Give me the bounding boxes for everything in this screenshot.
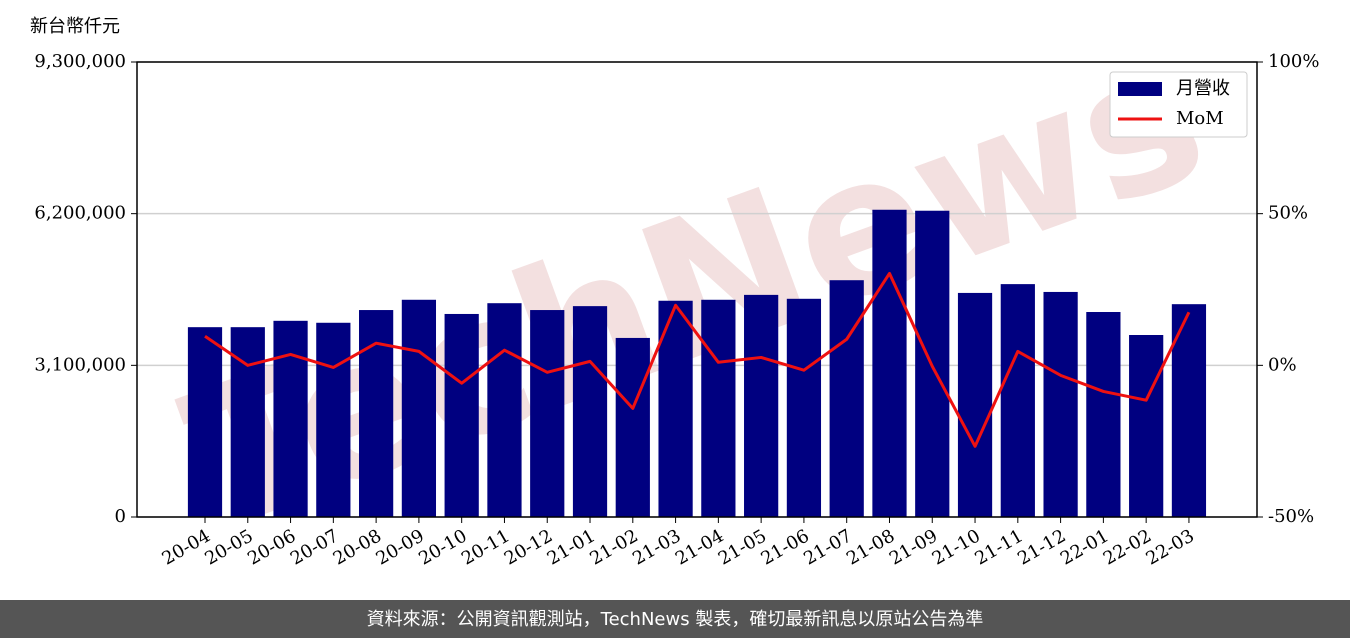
bar (401, 299, 437, 517)
y-tick-label: 0 (115, 506, 126, 527)
bar (615, 337, 650, 517)
line (204, 271, 1191, 448)
y-tick-label: 6,200,000 (34, 203, 126, 224)
y2-tick-label: 100% (1268, 51, 1319, 72)
bar (359, 310, 394, 517)
y-tick-label: 9,300,000 (34, 51, 126, 72)
bar (1171, 304, 1207, 517)
x-tick-label: 22-02 (1100, 525, 1155, 569)
legend-swatch (1118, 82, 1162, 96)
x-tick-label: 21-05 (715, 525, 770, 569)
y-tick-label: 3,100,000 (34, 354, 126, 375)
bar (872, 209, 907, 517)
x-tick-label: 21-02 (586, 525, 641, 569)
bar (957, 292, 993, 517)
bar (273, 320, 308, 517)
x-tick-label: 21-03 (629, 525, 684, 569)
bar (444, 313, 479, 517)
bar (530, 310, 565, 517)
bar (744, 294, 779, 517)
bar (701, 299, 736, 517)
bar (829, 280, 864, 517)
x-tick-label: 21-04 (672, 525, 727, 569)
y2-tick-label: 0% (1268, 354, 1297, 375)
plot-frame (136, 61, 1258, 518)
legend-label: MoM (1176, 108, 1224, 129)
bar (487, 303, 522, 517)
bar (1043, 291, 1078, 517)
bar (1086, 312, 1121, 517)
y2-tick-label: -50% (1268, 506, 1314, 527)
bar (658, 300, 693, 517)
x-tick-label: 22-03 (1143, 525, 1198, 569)
x-tick-label: 21-10 (929, 525, 984, 569)
x-tick-label: 21-06 (757, 525, 812, 569)
footer-text: 資料來源：公開資訊觀測站，TechNews 製表，確切最新訊息以原站公告為準 (367, 609, 984, 630)
y-axis-label: 新台幣仟元 (30, 16, 120, 37)
x-tick-label: 21-08 (843, 525, 898, 569)
x-tick-label: 20-10 (415, 525, 470, 569)
x-tick-label: 21-09 (886, 525, 941, 569)
x-tick-label: 22-01 (1057, 525, 1112, 569)
bar (572, 306, 608, 517)
x-tick-label: 20-04 (159, 525, 214, 569)
bar (1129, 335, 1164, 517)
y2-tick-label: 50% (1268, 203, 1308, 224)
bar (187, 327, 223, 517)
x-tick-label: 21-01 (544, 525, 599, 569)
x-tick-label: 21-12 (1014, 525, 1069, 569)
bar (316, 322, 351, 517)
bar (1000, 284, 1035, 517)
x-tick-label: 21-11 (971, 525, 1026, 569)
x-tick-label: 20-11 (458, 525, 513, 569)
x-tick-label: 20-12 (501, 525, 556, 569)
x-tick-label: 21-07 (800, 525, 855, 569)
footer-bar (0, 600, 1350, 638)
bar (786, 298, 822, 517)
legend-label: 月營收 (1176, 78, 1230, 99)
x-tick-label: 20-09 (372, 525, 427, 569)
